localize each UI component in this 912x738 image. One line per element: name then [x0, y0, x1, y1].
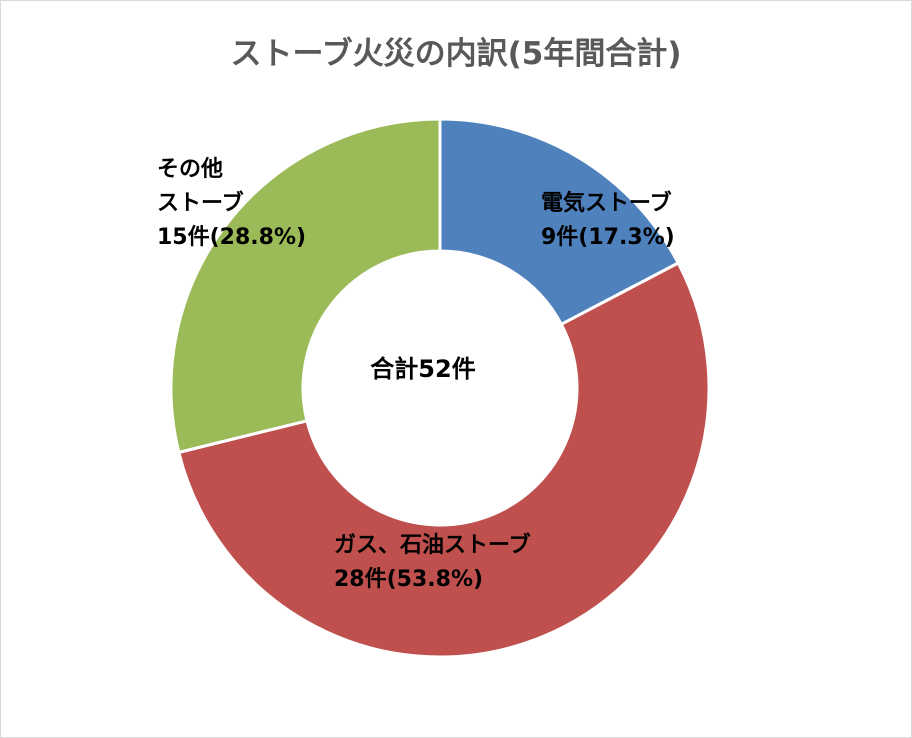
- slice-data-label: 15件(28.8%): [157, 225, 306, 250]
- donut-slice: [176, 260, 711, 659]
- donut-slice: [169, 117, 442, 455]
- donut-slice: [438, 117, 681, 327]
- slice-labels: 電気ストーブ 9件(17.3%) ガス、石油ストーブ 28件(53.8%) その他ストー…: [157, 157, 675, 592]
- donut-slices: [169, 117, 711, 659]
- slice-data-label: 9件(17.3%): [541, 225, 675, 250]
- chart-title: ストーブ火災の内訳(5年間合計): [230, 36, 681, 72]
- slice-data-label: 電気ストーブ: [541, 190, 672, 216]
- center-total-label: 合計52件: [370, 355, 475, 383]
- slice-data-label: その他: [157, 157, 223, 182]
- slice-data-label: ガス、石油ストーブ: [334, 532, 531, 558]
- slice-data-label: 28件(53.8%): [334, 567, 483, 592]
- slice-data-label: ストーブ: [157, 190, 244, 216]
